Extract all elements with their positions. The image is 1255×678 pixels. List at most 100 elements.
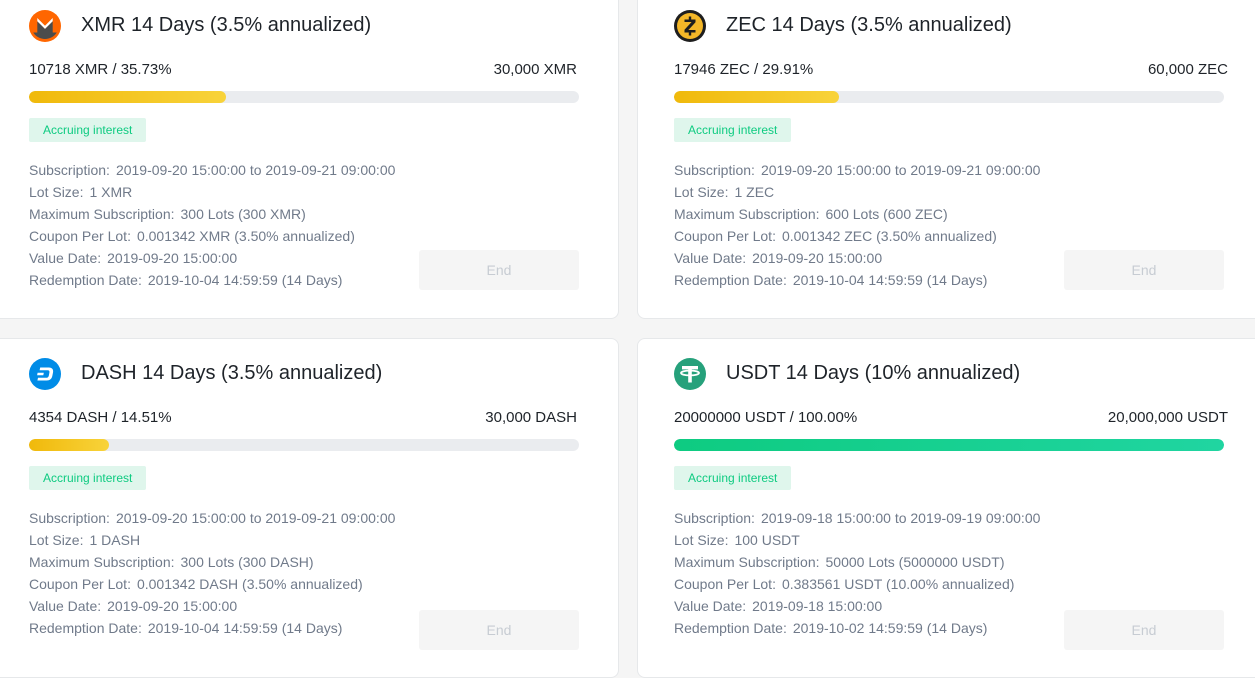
detail-label: Lot Size: xyxy=(29,184,84,200)
detail-label: Subscription: xyxy=(674,162,755,178)
detail-subscription: Subscription: 2019-09-20 15:00:00 to 2019… xyxy=(29,159,395,181)
end-button[interactable]: End xyxy=(419,250,579,290)
details-list: Subscription: 2019-09-20 15:00:00 to 2019… xyxy=(29,507,395,639)
detail-value: 2019-09-20 15:00:00 xyxy=(107,250,238,266)
progress-fill xyxy=(674,91,839,103)
detail-label: Redemption Date: xyxy=(29,620,142,636)
detail-value: 100 USDT xyxy=(734,532,800,548)
end-button[interactable]: End xyxy=(419,610,579,650)
detail-label: Value Date: xyxy=(674,598,747,614)
detail-redemption-date: Redemption Date: 2019-10-04 14:59:59 (14 … xyxy=(29,617,395,639)
detail-value-date: Value Date: 2019-09-20 15:00:00 xyxy=(29,247,395,269)
progress-fill xyxy=(29,91,226,103)
tether-icon xyxy=(674,358,706,390)
detail-label: Value Date: xyxy=(29,598,102,614)
dash-icon xyxy=(29,358,61,390)
detail-redemption-date: Redemption Date: 2019-10-02 14:59:59 (14 … xyxy=(674,617,1040,639)
end-button[interactable]: End xyxy=(1064,250,1224,290)
subscribed-amount: 20000000 USDT / 100.00% xyxy=(674,409,858,426)
detail-value: 300 Lots (300 XMR) xyxy=(180,206,306,222)
detail-value: 2019-09-20 15:00:00 xyxy=(107,598,238,614)
subscribed-amount: 17946 ZEC / 29.91% xyxy=(674,61,814,78)
detail-value: 1 ZEC xyxy=(734,184,775,200)
detail-label: Subscription: xyxy=(29,162,110,178)
detail-lot-size: Lot Size: 100 USDT xyxy=(674,529,1040,551)
detail-value: 2019-10-02 14:59:59 (14 Days) xyxy=(792,620,988,636)
detail-value: 2019-10-04 14:59:59 (14 Days) xyxy=(792,272,988,288)
total-amount: 30,000 XMR xyxy=(493,61,577,78)
product-title: ZEC 14 Days (3.5% annualized) xyxy=(726,14,1012,36)
detail-value: 1 XMR xyxy=(89,184,133,200)
product-card-usdt: USDT 14 Days (10% annualized) 20000000 U… xyxy=(637,338,1255,678)
detail-label: Redemption Date: xyxy=(674,272,787,288)
detail-coupon: Coupon Per Lot: 0.383561 USDT (10.00% ann… xyxy=(674,573,1040,595)
detail-label: Redemption Date: xyxy=(674,620,787,636)
detail-value: 0.001342 DASH (3.50% annualized) xyxy=(136,576,363,592)
product-card-xmr: XMR 14 Days (3.5% annualized) 10718 XMR … xyxy=(0,0,619,319)
progress-fill xyxy=(29,439,109,451)
detail-label: Maximum Subscription: xyxy=(29,206,175,222)
detail-redemption-date: Redemption Date: 2019-10-04 14:59:59 (14 … xyxy=(29,269,395,291)
detail-subscription: Subscription: 2019-09-20 15:00:00 to 2019… xyxy=(674,159,1040,181)
detail-lot-size: Lot Size: 1 XMR xyxy=(29,181,395,203)
status-badge: Accruing interest xyxy=(29,118,147,142)
detail-value: 2019-09-18 15:00:00 xyxy=(752,598,883,614)
detail-max-subscription: Maximum Subscription: 300 Lots (300 XMR) xyxy=(29,203,395,225)
detail-label: Coupon Per Lot: xyxy=(674,576,776,592)
subscribed-amount: 4354 DASH / 14.51% xyxy=(29,409,172,426)
detail-value: 2019-09-20 15:00:00 to 2019-09-21 09:00:… xyxy=(115,510,396,526)
progress-bar xyxy=(29,439,579,451)
status-badge: Accruing interest xyxy=(29,466,147,490)
detail-label: Lot Size: xyxy=(674,184,729,200)
total-amount: 60,000 ZEC xyxy=(1147,61,1228,78)
detail-value: 2019-09-20 15:00:00 to 2019-09-21 09:00:… xyxy=(115,162,396,178)
product-title: USDT 14 Days (10% annualized) xyxy=(726,362,1021,384)
detail-value: 1 DASH xyxy=(89,532,141,548)
detail-value: 0.001342 ZEC (3.50% annualized) xyxy=(781,228,997,244)
end-button[interactable]: End xyxy=(1064,610,1224,650)
progress-bar xyxy=(29,91,579,103)
detail-value: 300 Lots (300 DASH) xyxy=(180,554,314,570)
detail-lot-size: Lot Size: 1 ZEC xyxy=(674,181,1040,203)
detail-label: Coupon Per Lot: xyxy=(674,228,776,244)
detail-redemption-date: Redemption Date: 2019-10-04 14:59:59 (14 … xyxy=(674,269,1040,291)
detail-label: Value Date: xyxy=(29,250,102,266)
details-list: Subscription: 2019-09-18 15:00:00 to 2019… xyxy=(674,507,1040,639)
progress-bar xyxy=(674,91,1224,103)
detail-label: Subscription: xyxy=(29,510,110,526)
detail-max-subscription: Maximum Subscription: 300 Lots (300 DASH) xyxy=(29,551,395,573)
detail-subscription: Subscription: 2019-09-20 15:00:00 to 2019… xyxy=(29,507,395,529)
detail-label: Redemption Date: xyxy=(29,272,142,288)
detail-value: 2019-09-20 15:00:00 to 2019-09-21 09:00:… xyxy=(760,162,1041,178)
status-badge: Accruing interest xyxy=(674,118,792,142)
detail-label: Maximum Subscription: xyxy=(674,206,820,222)
zcash-icon xyxy=(674,10,706,42)
detail-label: Lot Size: xyxy=(29,532,84,548)
detail-value: 600 Lots (600 ZEC) xyxy=(825,206,948,222)
detail-lot-size: Lot Size: 1 DASH xyxy=(29,529,395,551)
detail-value: 2019-10-04 14:59:59 (14 Days) xyxy=(147,272,343,288)
detail-label: Subscription: xyxy=(674,510,755,526)
details-list: Subscription: 2019-09-20 15:00:00 to 2019… xyxy=(29,159,395,291)
detail-max-subscription: Maximum Subscription: 600 Lots (600 ZEC) xyxy=(674,203,1040,225)
detail-value: 0.001342 XMR (3.50% annualized) xyxy=(136,228,355,244)
detail-value: 2019-09-18 15:00:00 to 2019-09-19 09:00:… xyxy=(760,510,1041,526)
detail-value: 50000 Lots (5000000 USDT) xyxy=(825,554,1005,570)
detail-label: Lot Size: xyxy=(674,532,729,548)
detail-max-subscription: Maximum Subscription: 50000 Lots (5000000… xyxy=(674,551,1040,573)
detail-value: 2019-09-20 15:00:00 xyxy=(752,250,883,266)
detail-label: Coupon Per Lot: xyxy=(29,228,131,244)
product-title: XMR 14 Days (3.5% annualized) xyxy=(81,14,372,36)
status-badge: Accruing interest xyxy=(674,466,792,490)
progress-bar xyxy=(674,439,1224,451)
product-card-zec: ZEC 14 Days (3.5% annualized) 17946 ZEC … xyxy=(637,0,1255,319)
detail-value-date: Value Date: 2019-09-20 15:00:00 xyxy=(29,595,395,617)
detail-subscription: Subscription: 2019-09-18 15:00:00 to 2019… xyxy=(674,507,1040,529)
progress-fill xyxy=(674,439,1224,451)
detail-value-date: Value Date: 2019-09-20 15:00:00 xyxy=(674,247,1040,269)
detail-value-date: Value Date: 2019-09-18 15:00:00 xyxy=(674,595,1040,617)
product-card-dash: DASH 14 Days (3.5% annualized) 4354 DASH… xyxy=(0,338,619,678)
detail-value: 0.383561 USDT (10.00% annualized) xyxy=(781,576,1015,592)
details-list: Subscription: 2019-09-20 15:00:00 to 2019… xyxy=(674,159,1040,291)
total-amount: 30,000 DASH xyxy=(485,409,577,426)
